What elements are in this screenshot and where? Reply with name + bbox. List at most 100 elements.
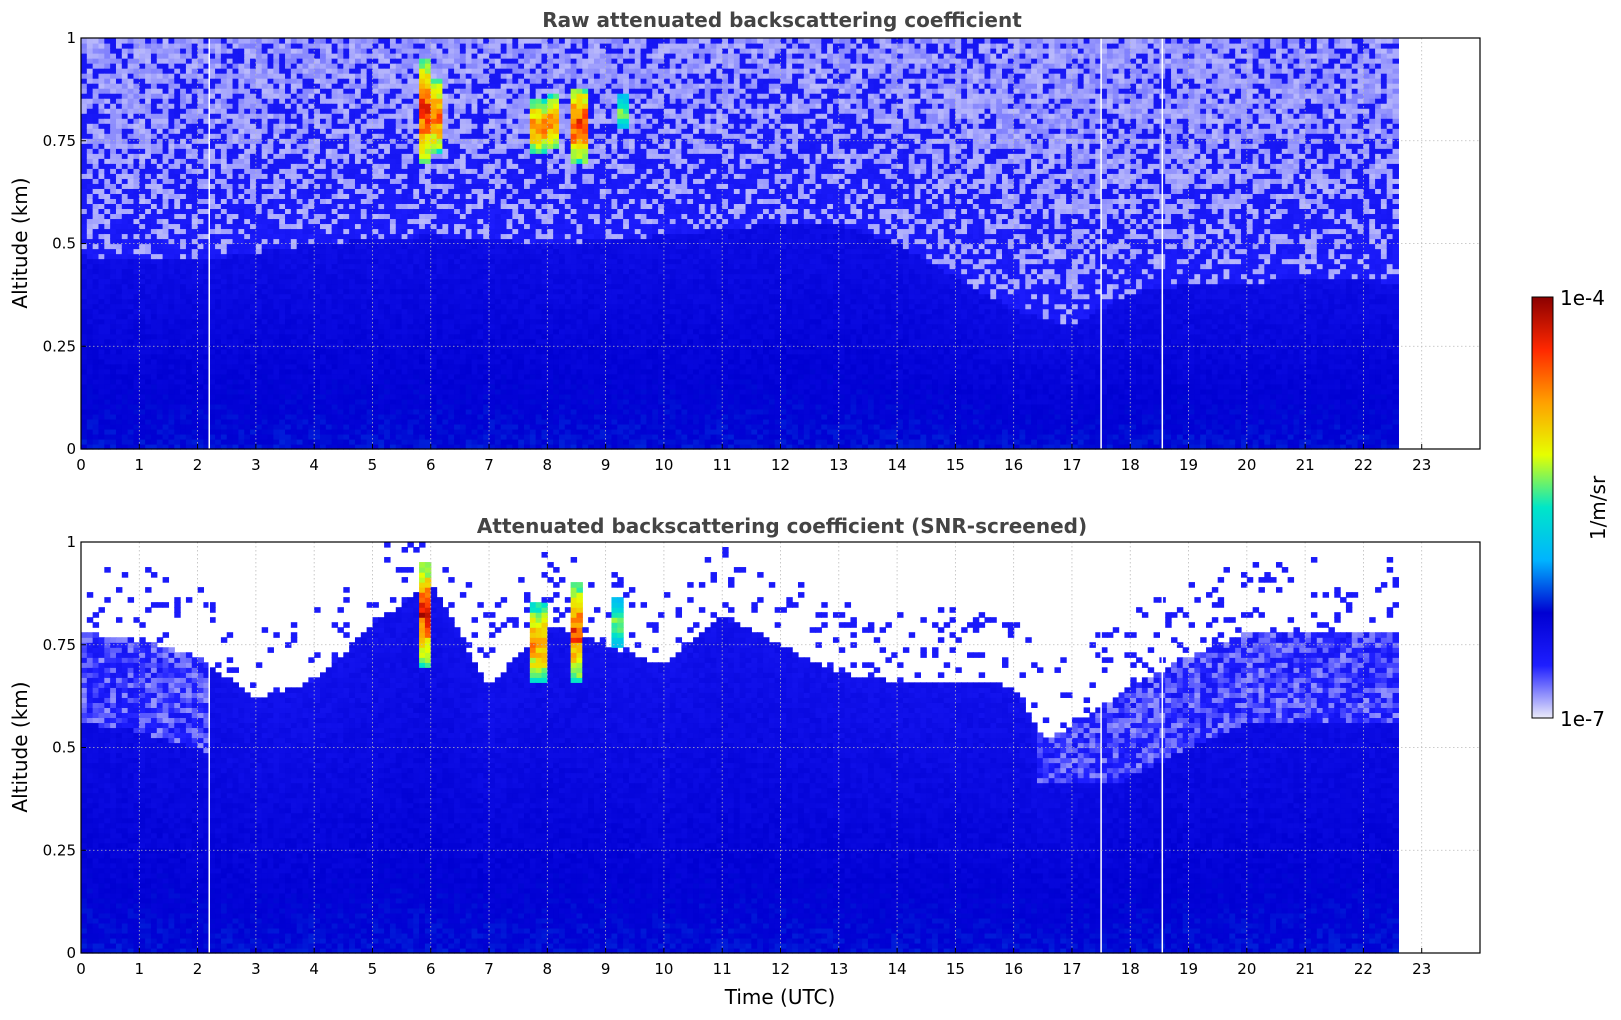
heatmap-cell xyxy=(349,173,355,179)
heatmap-cell xyxy=(98,168,104,174)
heatmap-cell xyxy=(372,334,378,340)
heatmap-cell xyxy=(157,173,163,179)
heatmap-cell xyxy=(413,38,419,44)
heatmap-cell xyxy=(349,409,355,415)
heatmap-cell xyxy=(93,83,99,89)
heatmap-cell xyxy=(291,394,297,400)
heatmap-cell xyxy=(174,369,180,375)
heatmap-cell xyxy=(402,294,408,300)
heatmap-cell xyxy=(268,48,274,54)
heatmap-cell xyxy=(256,123,262,129)
heatmap-cell xyxy=(128,384,134,390)
heatmap-cell xyxy=(215,158,221,164)
heatmap-cell xyxy=(168,48,174,54)
heatmap-cell xyxy=(384,314,390,320)
heatmap-cell xyxy=(87,93,93,99)
heatmap-cell xyxy=(291,349,297,355)
heatmap-cell xyxy=(128,113,134,119)
heatmap-cell xyxy=(402,188,408,194)
heatmap-cell xyxy=(279,113,285,119)
heatmap-cell xyxy=(431,218,437,224)
heatmap-cell xyxy=(116,364,122,370)
heatmap-cell xyxy=(256,223,262,229)
heatmap-cell xyxy=(343,279,349,285)
heatmap-cell xyxy=(215,53,221,59)
heatmap-cell xyxy=(297,269,303,275)
heatmap-cell xyxy=(192,93,198,99)
heatmap-cell xyxy=(419,38,425,44)
heatmap-cell xyxy=(396,329,402,335)
heatmap-cell xyxy=(128,334,134,340)
heatmap-cell xyxy=(361,178,367,184)
heatmap-cell xyxy=(168,38,174,44)
heatmap-cell xyxy=(174,299,180,305)
heatmap-cell xyxy=(320,424,326,430)
heatmap-cell xyxy=(157,113,163,119)
heatmap-cell xyxy=(396,244,402,250)
heatmap-cell xyxy=(238,359,244,365)
heatmap-cell xyxy=(186,284,192,290)
heatmap-cell xyxy=(209,148,215,154)
heatmap-cell xyxy=(128,274,134,280)
heatmap-cell xyxy=(343,389,349,395)
heatmap-cell xyxy=(407,113,413,119)
heatmap-cell xyxy=(419,349,425,355)
heatmap-cell xyxy=(355,228,361,234)
heatmap-cell xyxy=(402,249,408,255)
heatmap-cell xyxy=(139,339,145,345)
heatmap-cell xyxy=(378,324,384,330)
heatmap-cell xyxy=(186,193,192,199)
heatmap-cell xyxy=(378,354,384,360)
heatmap-cell xyxy=(262,93,268,99)
heatmap-cell xyxy=(279,289,285,295)
heatmap-cell xyxy=(256,409,262,415)
heatmap-cell xyxy=(390,334,396,340)
heatmap-cell xyxy=(413,98,419,104)
heatmap-cell xyxy=(337,88,343,94)
heatmap-cell xyxy=(402,344,408,350)
heatmap-cell xyxy=(110,254,116,260)
heatmap-cell xyxy=(151,324,157,330)
heatmap-cell xyxy=(378,93,384,99)
heatmap-cell xyxy=(244,48,250,54)
heatmap-cell xyxy=(87,133,93,139)
heatmap-cell xyxy=(343,233,349,239)
heatmap-cell xyxy=(244,213,250,219)
heatmap-cell xyxy=(279,244,285,250)
heatmap-cell xyxy=(285,324,291,330)
heatmap-cell xyxy=(233,249,239,255)
heatmap-cell xyxy=(227,419,233,425)
heatmap-cell xyxy=(431,73,437,79)
heatmap-cell xyxy=(262,309,268,315)
heatmap-cell xyxy=(262,178,268,184)
heatmap-cell xyxy=(238,73,244,79)
heatmap-cell xyxy=(320,103,326,109)
heatmap-cell xyxy=(81,274,87,280)
heatmap-cell xyxy=(233,339,239,345)
heatmap-cell xyxy=(320,53,326,59)
heatmap-cell xyxy=(337,309,343,315)
heatmap-cell xyxy=(396,324,402,330)
heatmap-cell xyxy=(431,228,437,234)
heatmap-cell xyxy=(326,414,332,420)
heatmap-cell xyxy=(221,58,227,64)
heatmap-cell xyxy=(425,419,431,425)
heatmap-cell xyxy=(384,319,390,325)
heatmap-cell xyxy=(285,369,291,375)
heatmap-cell xyxy=(396,359,402,365)
heatmap-cell xyxy=(372,113,378,119)
heatmap-cell xyxy=(133,409,139,415)
heatmap-cell xyxy=(233,379,239,385)
heatmap-cell xyxy=(337,429,343,435)
heatmap-cell xyxy=(122,274,128,280)
heatmap-cell xyxy=(419,158,425,164)
heatmap-cell xyxy=(180,43,186,49)
heatmap-cell xyxy=(233,108,239,114)
heatmap-cell xyxy=(98,93,104,99)
heatmap-cell xyxy=(163,324,169,330)
heatmap-cell xyxy=(151,439,157,445)
heatmap-cell xyxy=(262,83,268,89)
heatmap-cell xyxy=(332,98,338,104)
heatmap-cell xyxy=(273,73,279,79)
heatmap-cell xyxy=(349,394,355,400)
